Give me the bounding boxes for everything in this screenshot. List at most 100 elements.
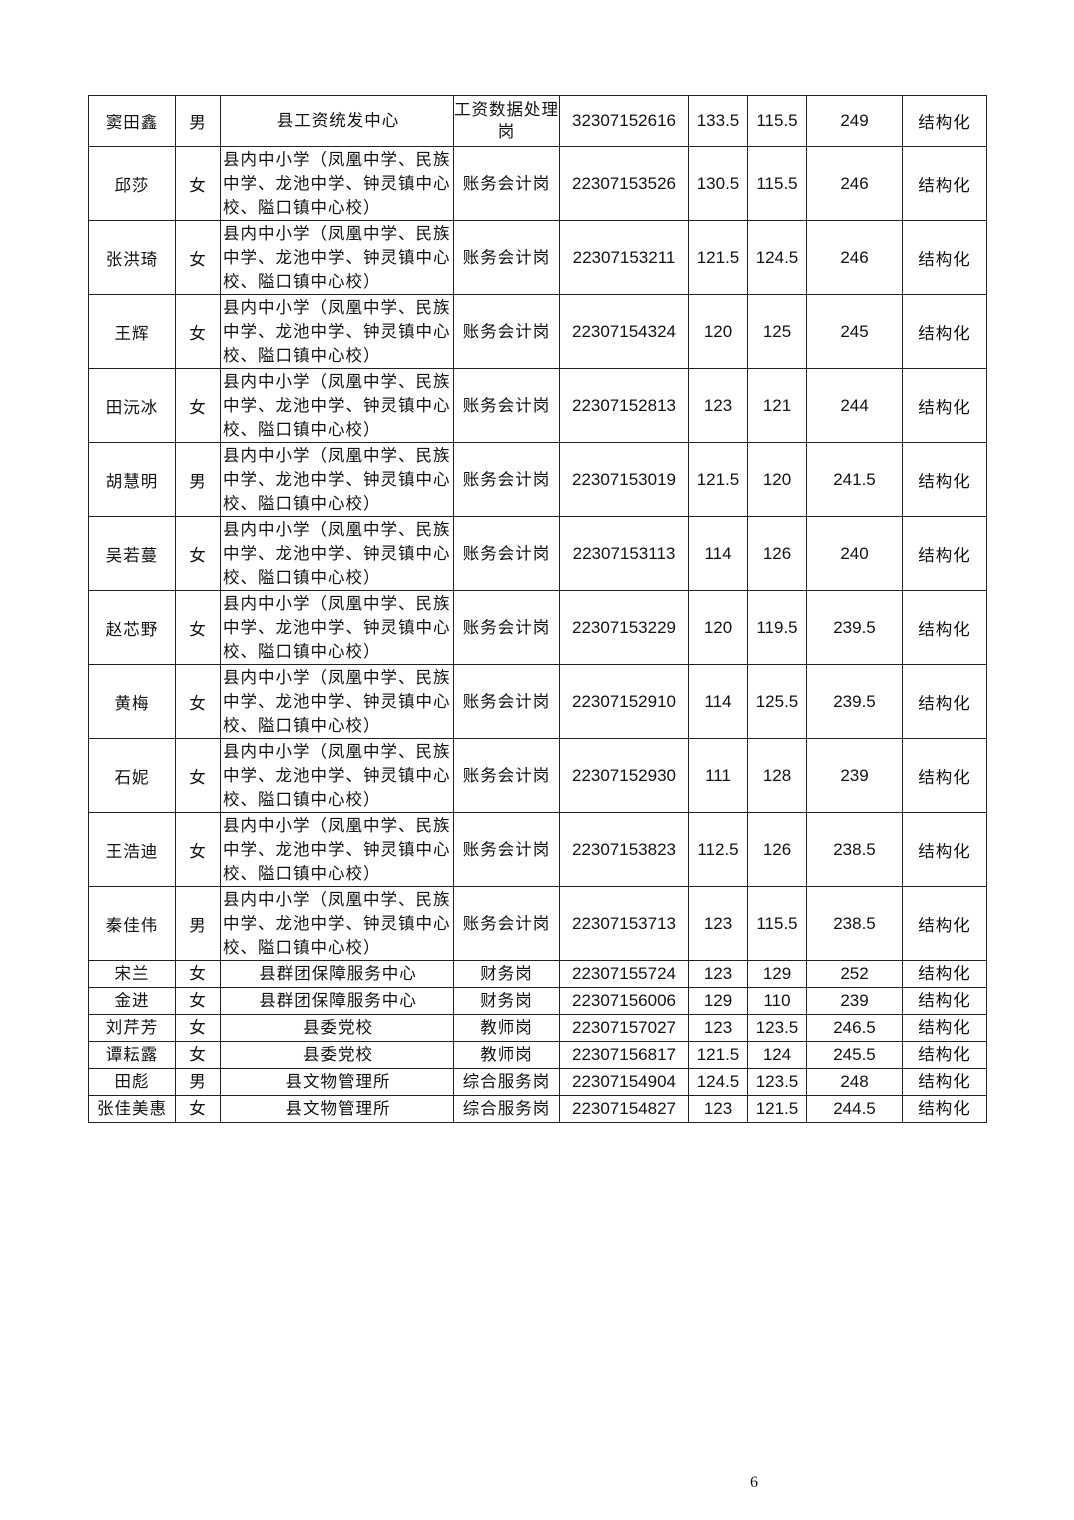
interview-score-cell: 110: [747, 987, 807, 1015]
name-cell: 王浩迪: [88, 812, 176, 887]
interview-type-cell: 结构化: [902, 1095, 987, 1123]
page-number: 6: [750, 1474, 758, 1491]
interview-type-cell: 结构化: [902, 987, 987, 1015]
table-row: 胡慧明男县内中小学（凤凰中学、民族中学、龙池中学、钟灵镇中心校、隘口镇中心校）账…: [88, 442, 987, 517]
name-cell: 张佳美惠: [88, 1095, 176, 1123]
interview-score-cell: 125.5: [747, 664, 807, 739]
name-cell: 吴若蔓: [88, 516, 176, 591]
interview-score-cell: 119.5: [747, 590, 807, 665]
unit-cell: 县内中小学（凤凰中学、民族中学、龙池中学、钟灵镇中心校、隘口镇中心校）: [220, 590, 454, 665]
name-cell: 黄梅: [88, 664, 176, 739]
name-cell: 窦田鑫: [88, 95, 176, 147]
position-cell: 教师岗: [453, 1041, 560, 1069]
exam-id-cell: 22307152813: [559, 368, 689, 443]
gender-cell: 女: [175, 220, 221, 295]
position-cell: 账务会计岗: [453, 664, 560, 739]
position-cell: 账务会计岗: [453, 146, 560, 221]
exam-id-cell: 22307152910: [559, 664, 689, 739]
written-score-cell: 123: [688, 886, 748, 961]
position-cell: 账务会计岗: [453, 294, 560, 369]
gender-cell: 女: [175, 294, 221, 369]
exam-id-cell: 22307153526: [559, 146, 689, 221]
written-score-cell: 120: [688, 590, 748, 665]
interview-score-cell: 115.5: [747, 146, 807, 221]
position-cell: 工资数据处理岗: [453, 95, 560, 147]
exam-id-cell: 22307153211: [559, 220, 689, 295]
interview-type-cell: 结构化: [902, 960, 987, 988]
interview-type-cell: 结构化: [902, 516, 987, 591]
interview-type-cell: 结构化: [902, 146, 987, 221]
total-score-cell: 246: [806, 146, 903, 221]
total-score-cell: 239.5: [806, 590, 903, 665]
interview-type-cell: 结构化: [902, 1068, 987, 1096]
written-score-cell: 120: [688, 294, 748, 369]
written-score-cell: 114: [688, 664, 748, 739]
unit-cell: 县群团保障服务中心: [220, 960, 454, 988]
total-score-cell: 246: [806, 220, 903, 295]
position-cell: 账务会计岗: [453, 516, 560, 591]
name-cell: 刘芹芳: [88, 1014, 176, 1042]
interview-score-cell: 120: [747, 442, 807, 517]
position-cell: 账务会计岗: [453, 812, 560, 887]
table-row: 田彪男县文物管理所 综合服务岗 22307154904 124.5 123.5 248 结构…: [88, 1068, 987, 1096]
interview-score-cell: 123.5: [747, 1068, 807, 1096]
position-cell: 综合服务岗: [453, 1068, 560, 1096]
written-score-cell: 112.5: [688, 812, 748, 887]
table-row: 田沅冰女县内中小学（凤凰中学、民族中学、龙池中学、钟灵镇中心校、隘口镇中心校）账…: [88, 368, 987, 443]
name-cell: 田彪: [88, 1068, 176, 1096]
table-row: 谭耘露女县委党校 教师岗 22307156817 121.5 124 245.5 结构化: [88, 1041, 987, 1069]
table-row: 窦田鑫男县工资统发中心 工资数据处理岗 32307152616 133.5 115.5 2…: [88, 95, 987, 147]
name-cell: 金进: [88, 987, 176, 1015]
total-score-cell: 244: [806, 368, 903, 443]
interview-score-cell: 126: [747, 516, 807, 591]
table-row: 金进女县群团保障服务中心 财务岗 22307156006 129 110 239 结构化: [88, 987, 987, 1015]
gender-cell: 女: [175, 516, 221, 591]
exam-id-cell: 22307154827: [559, 1095, 689, 1123]
position-cell: 账务会计岗: [453, 738, 560, 813]
table-row: 秦佳伟男县内中小学（凤凰中学、民族中学、龙池中学、钟灵镇中心校、隘口镇中心校）账…: [88, 886, 987, 961]
unit-cell: 县内中小学（凤凰中学、民族中学、龙池中学、钟灵镇中心校、隘口镇中心校）: [220, 368, 454, 443]
unit-cell: 县内中小学（凤凰中学、民族中学、龙池中学、钟灵镇中心校、隘口镇中心校）: [220, 664, 454, 739]
gender-cell: 女: [175, 146, 221, 221]
gender-cell: 女: [175, 1014, 221, 1042]
gender-cell: 女: [175, 960, 221, 988]
interview-type-cell: 结构化: [902, 294, 987, 369]
interview-type-cell: 结构化: [902, 664, 987, 739]
name-cell: 谭耘露: [88, 1041, 176, 1069]
exam-id-cell: 22307156006: [559, 987, 689, 1015]
table-row: 石妮女县内中小学（凤凰中学、民族中学、龙池中学、钟灵镇中心校、隘口镇中心校） 账务…: [88, 738, 987, 813]
position-cell: 账务会计岗: [453, 368, 560, 443]
written-score-cell: 121.5: [688, 442, 748, 517]
written-score-cell: 133.5: [688, 95, 748, 147]
interview-type-cell: 结构化: [902, 590, 987, 665]
gender-cell: 女: [175, 1041, 221, 1069]
unit-cell: 县内中小学（凤凰中学、民族中学、龙池中学、钟灵镇中心校、隘口镇中心校）: [220, 220, 454, 295]
name-cell: 宋兰: [88, 960, 176, 988]
interview-score-cell: 126: [747, 812, 807, 887]
exam-id-cell: 22307157027: [559, 1014, 689, 1042]
unit-cell: 县内中小学（凤凰中学、民族中学、龙池中学、钟灵镇中心校、隘口镇中心校）: [220, 812, 454, 887]
position-cell: 账务会计岗: [453, 886, 560, 961]
gender-cell: 男: [175, 1068, 221, 1096]
total-score-cell: 252: [806, 960, 903, 988]
position-cell: 账务会计岗: [453, 590, 560, 665]
written-score-cell: 123: [688, 368, 748, 443]
table-row: 张佳美惠女县文物管理所 综合服务岗 22307154827 123 121.5 244.5…: [88, 1095, 987, 1123]
written-score-cell: 111: [688, 738, 748, 813]
gender-cell: 男: [175, 95, 221, 147]
interview-type-cell: 结构化: [902, 220, 987, 295]
unit-cell: 县工资统发中心: [220, 95, 454, 147]
total-score-cell: 246.5: [806, 1014, 903, 1042]
written-score-cell: 123: [688, 960, 748, 988]
interview-score-cell: 115.5: [747, 886, 807, 961]
unit-cell: 县内中小学（凤凰中学、民族中学、龙池中学、钟灵镇中心校、隘口镇中心校）: [220, 442, 454, 517]
interview-type-cell: 结构化: [902, 1014, 987, 1042]
exam-id-cell: 22307153113: [559, 516, 689, 591]
interview-score-cell: 128: [747, 738, 807, 813]
exam-id-cell: 22307154324: [559, 294, 689, 369]
exam-id-cell: 22307154904: [559, 1068, 689, 1096]
interview-type-cell: 结构化: [902, 812, 987, 887]
table-row: 邱莎女县内中小学（凤凰中学、民族中学、龙池中学、钟灵镇中心校、隘口镇中心校） 账务…: [88, 146, 987, 221]
name-cell: 邱莎: [88, 146, 176, 221]
position-cell: 教师岗: [453, 1014, 560, 1042]
